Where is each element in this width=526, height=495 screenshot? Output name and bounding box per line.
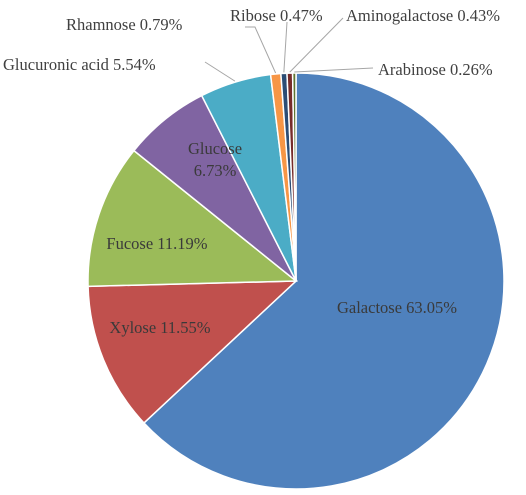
label-glucuronic-acid: Glucuronic acid 5.54% — [3, 55, 156, 74]
leader-rhamnose — [245, 26, 277, 74]
leader-lines — [204, 17, 374, 82]
slice-fucose — [87, 149, 299, 288]
slice-xylose — [87, 280, 298, 425]
slice-arabinose — [291, 72, 297, 282]
leader-glucuronic-acid — [204, 61, 236, 82]
leader-aminogalactose — [289, 17, 344, 73]
label-xylose: Xylose 11.55% — [109, 318, 210, 337]
label-fucose: Fucose 11.19% — [106, 234, 207, 253]
leader-arabinose — [294, 67, 374, 73]
label-arabinose: Arabinose 0.26% — [378, 60, 493, 79]
label-aminogalactose: Aminogalactose 0.43% — [346, 6, 500, 25]
pie-slices — [87, 72, 505, 490]
slice-galactose — [142, 72, 505, 490]
slice-labels: Galactose 63.05% Xylose 11.55% Fucose 11… — [3, 6, 500, 337]
label-galactose: Galactose 63.05% — [337, 298, 457, 317]
label-glucose-name: Glucose — [188, 139, 242, 158]
label-ribose: Ribose 0.47% — [230, 6, 323, 25]
label-rhamnose: Rhamnose 0.79% — [66, 15, 183, 34]
label-glucose-value: 6.73% — [194, 161, 237, 180]
leader-ribose — [283, 21, 288, 73]
